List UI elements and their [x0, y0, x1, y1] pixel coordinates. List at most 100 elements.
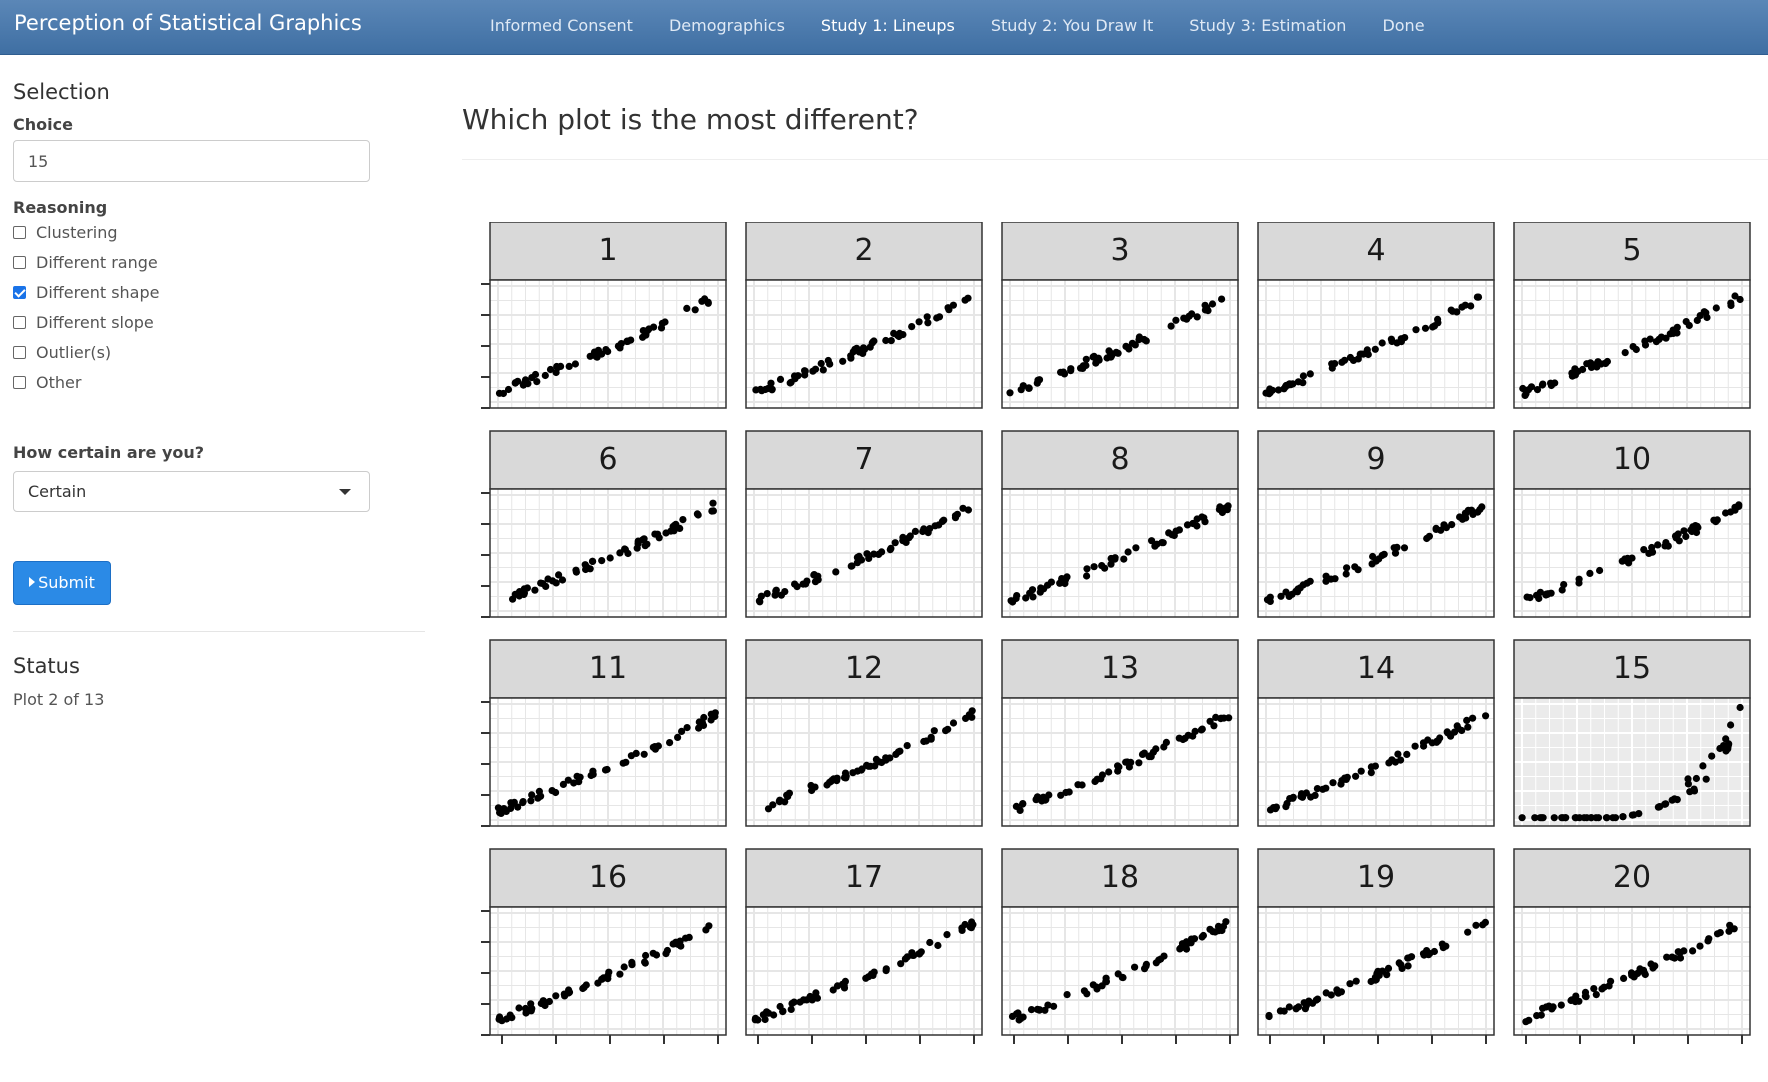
- panel-border: [745, 906, 983, 1036]
- data-point: [1357, 767, 1365, 775]
- lineup-panel-4[interactable]: 4: [1257, 222, 1495, 409]
- data-point: [1131, 963, 1139, 971]
- panel-strip: [1001, 639, 1239, 699]
- lineup-panel-7[interactable]: 7: [745, 430, 983, 618]
- data-point: [586, 565, 594, 573]
- app-title[interactable]: Perception of Statistical Graphics: [14, 11, 362, 35]
- data-point: [968, 918, 976, 926]
- data-point: [521, 376, 530, 384]
- lineup-panel-9[interactable]: 9: [1257, 430, 1495, 618]
- data-point: [763, 590, 771, 598]
- checkbox[interactable]: [13, 316, 26, 329]
- lineup-panel-2[interactable]: 2: [745, 222, 983, 409]
- data-point: [1306, 370, 1314, 378]
- data-point: [1651, 962, 1659, 970]
- checkbox[interactable]: [13, 256, 26, 269]
- lineup-panel-12[interactable]: 12: [745, 639, 983, 827]
- data-point: [790, 998, 798, 1006]
- tab-demographics[interactable]: Demographics: [668, 16, 785, 35]
- data-point: [915, 318, 923, 326]
- reasoning-option-other[interactable]: Other: [13, 373, 81, 392]
- panel-label: 7: [854, 442, 873, 477]
- tab-study-2-you-draw-it[interactable]: Study 2: You Draw It: [990, 16, 1154, 35]
- data-point: [1017, 386, 1025, 394]
- checkbox-checked[interactable]: [13, 286, 26, 299]
- data-point: [1329, 779, 1337, 787]
- data-point: [924, 319, 932, 327]
- data-point: [1571, 371, 1579, 379]
- reasoning-option-different-range[interactable]: Different range: [13, 253, 158, 272]
- data-point: [1394, 750, 1402, 758]
- data-point: [1142, 962, 1150, 970]
- data-point: [1218, 295, 1226, 303]
- data-point: [1125, 345, 1133, 353]
- data-point: [514, 377, 522, 385]
- certainty-select[interactable]: Certain: [13, 471, 370, 512]
- data-point: [1288, 590, 1296, 598]
- tab-study-1-lineups[interactable]: Study 1: Lineups: [820, 16, 955, 35]
- panel-border: [745, 697, 983, 827]
- data-point: [1654, 541, 1662, 549]
- lineup-panel-17[interactable]: 17: [745, 848, 983, 1044]
- data-point: [1266, 806, 1275, 814]
- checkbox[interactable]: [13, 226, 26, 239]
- reasoning-option-clustering[interactable]: Clustering: [13, 223, 118, 242]
- tab-informed-consent[interactable]: Informed Consent: [490, 16, 633, 35]
- checkbox[interactable]: [13, 346, 26, 359]
- data-point: [757, 592, 765, 600]
- data-point: [1624, 554, 1632, 562]
- reasoning-option-outliers[interactable]: Outlier(s): [13, 343, 111, 362]
- checkbox[interactable]: [13, 376, 26, 389]
- data-point: [1421, 324, 1430, 332]
- lineup-panel-19[interactable]: 19: [1257, 848, 1495, 1044]
- data-point: [621, 545, 629, 554]
- data-point: [1083, 565, 1091, 573]
- lineup-panel-8[interactable]: 8: [1001, 430, 1239, 618]
- data-point: [1558, 586, 1566, 594]
- data-point: [1033, 1005, 1041, 1014]
- tab-study-3-estimation[interactable]: Study 3: Estimation: [1189, 16, 1347, 35]
- lineup-panel-20[interactable]: 20: [1513, 848, 1751, 1044]
- data-point: [847, 562, 855, 570]
- choice-input[interactable]: [13, 140, 370, 182]
- data-point: [698, 297, 706, 305]
- data-point: [620, 963, 628, 971]
- reasoning-option-different-slope[interactable]: Different slope: [13, 313, 154, 332]
- data-point: [882, 756, 890, 764]
- lineup-panel-16[interactable]: 16: [481, 848, 727, 1044]
- certainty-label: How certain are you?: [13, 443, 205, 462]
- data-point: [1322, 989, 1330, 997]
- lineup-panel-10[interactable]: 10: [1513, 430, 1751, 618]
- choice-label: Choice: [13, 115, 73, 134]
- data-point: [588, 557, 597, 565]
- data-point: [1702, 309, 1710, 317]
- data-point: [1368, 560, 1376, 568]
- navbar: Perception of Statistical Graphics Infor…: [0, 0, 1768, 55]
- lineup-panel-15[interactable]: 15: [1513, 639, 1751, 827]
- submit-button[interactable]: Submit: [13, 561, 111, 605]
- data-point: [1533, 386, 1542, 394]
- lineup-panel-18[interactable]: 18: [1001, 848, 1239, 1044]
- data-point: [1215, 505, 1223, 514]
- data-point: [1433, 737, 1441, 745]
- lineup-panel-13[interactable]: 13: [1001, 639, 1239, 827]
- data-point: [1668, 796, 1676, 804]
- lineup-panel-11[interactable]: 11: [481, 639, 727, 827]
- data-point: [809, 367, 817, 375]
- data-point: [799, 996, 808, 1004]
- data-point: [1265, 1011, 1273, 1020]
- lineup-panel-14[interactable]: 14: [1257, 639, 1495, 827]
- lineup-panel-1[interactable]: 1: [481, 222, 727, 409]
- panel-label: 2: [854, 233, 873, 268]
- tab-done[interactable]: Done: [1382, 16, 1425, 35]
- data-point: [506, 1011, 514, 1019]
- lineup-panel-6[interactable]: 6: [481, 430, 727, 618]
- data-point: [1641, 341, 1650, 349]
- reasoning-option-different-shape[interactable]: Different shape: [13, 283, 159, 302]
- data-point: [944, 304, 952, 312]
- lineup-panel-3[interactable]: 3: [1001, 222, 1239, 409]
- lineup-panel-5[interactable]: 5: [1513, 222, 1751, 409]
- data-point: [1580, 814, 1588, 822]
- data-point: [1557, 1001, 1565, 1009]
- data-point: [1420, 951, 1428, 959]
